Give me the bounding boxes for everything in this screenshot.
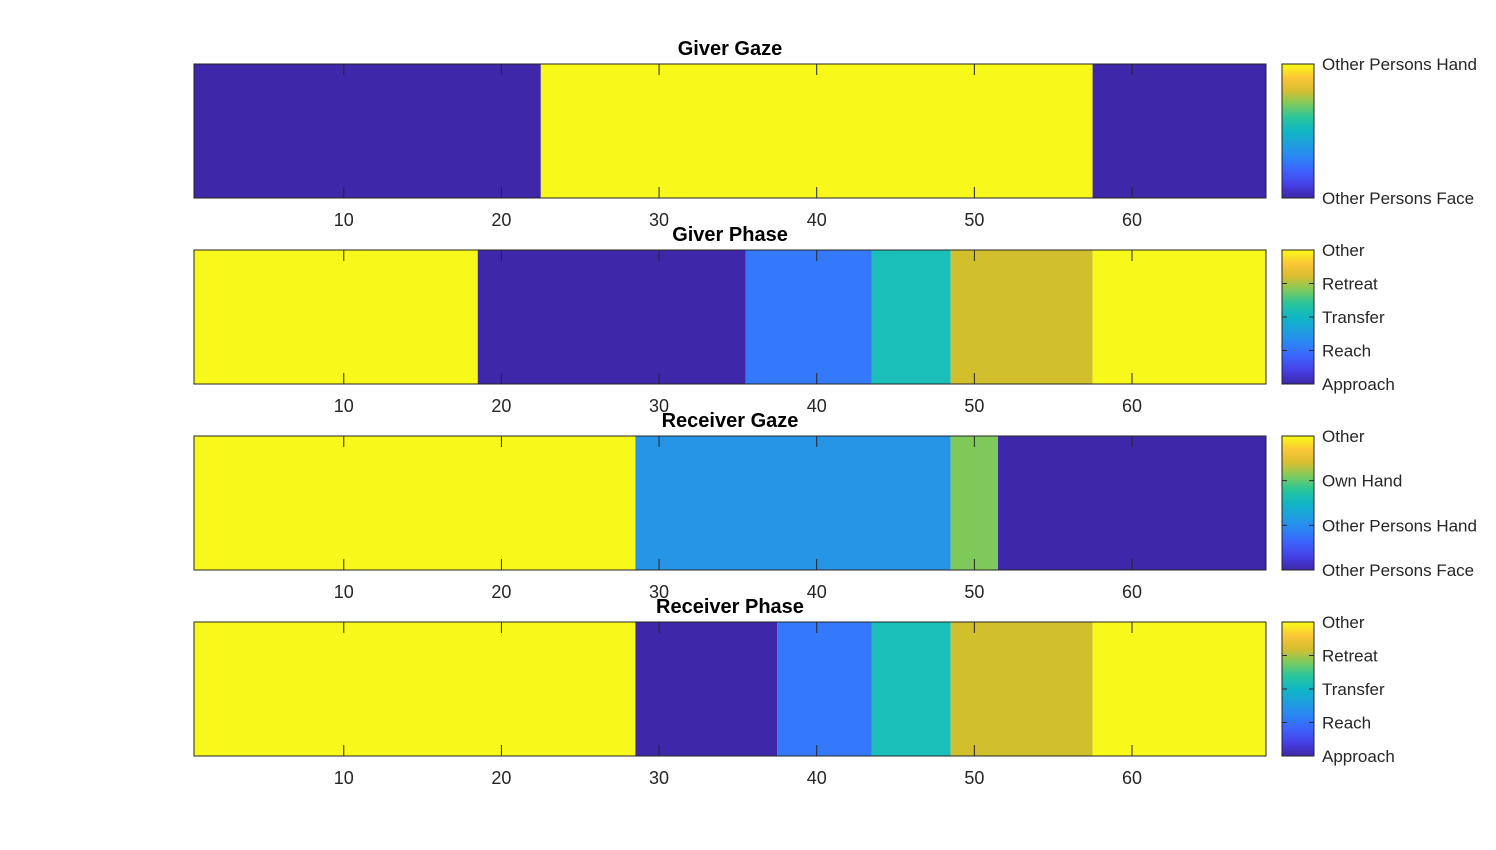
segment-5 <box>950 250 1093 384</box>
subplot-title: Giver Gaze <box>678 38 783 60</box>
segment-2 <box>635 436 951 570</box>
x-tick-label: 40 <box>807 768 827 788</box>
axes-box <box>193 63 1267 199</box>
x-tick-label: 30 <box>649 582 669 602</box>
colorbar-label: Other Persons Hand <box>1322 516 1477 535</box>
segment-2 <box>477 250 746 384</box>
x-tick-label: 60 <box>1122 396 1142 416</box>
colorbar <box>1282 622 1314 756</box>
x-tick-label: 40 <box>807 396 827 416</box>
colorbar-label: Transfer <box>1322 680 1385 699</box>
subplot-title: Receiver Phase <box>656 596 804 618</box>
x-tick-label: 40 <box>807 582 827 602</box>
subplot-3: 10 20 30 40 50 60 Receiver Gaze Other Persons F… <box>193 410 1477 602</box>
colorbar-label: Other <box>1322 427 1365 446</box>
colorbar-label: Other Persons Hand <box>1322 55 1477 74</box>
subplot-title: Receiver Gaze <box>662 410 799 432</box>
x-tick-label: 20 <box>491 210 511 230</box>
segment-3 <box>1092 64 1266 198</box>
segment-2 <box>540 64 1093 198</box>
x-tick-label: 20 <box>491 768 511 788</box>
segment-1 <box>194 622 636 756</box>
colorbar-label: Approach <box>1322 375 1395 394</box>
colorbar-label: Transfer <box>1322 308 1385 327</box>
segment-2 <box>635 622 778 756</box>
x-tick-label: 50 <box>964 582 984 602</box>
axes-box <box>193 249 1267 385</box>
x-tick-label: 50 <box>964 210 984 230</box>
colorbar-label: Reach <box>1322 714 1371 733</box>
colorbar-label: Other Persons Face <box>1322 561 1474 580</box>
subplot-title: Giver Phase <box>672 224 788 246</box>
colorbar-label: Retreat <box>1322 275 1378 294</box>
x-tick-label: 60 <box>1122 768 1142 788</box>
x-tick-label: 50 <box>964 768 984 788</box>
x-tick-label: 30 <box>649 768 669 788</box>
segment-1 <box>194 436 636 570</box>
x-tick-label: 20 <box>491 582 511 602</box>
colorbar-label: Approach <box>1322 747 1395 766</box>
x-tick-label: 60 <box>1122 582 1142 602</box>
colorbar-label: Retreat <box>1322 647 1378 666</box>
segment-4 <box>871 250 951 384</box>
segment-1 <box>194 64 541 198</box>
colorbar-box <box>1281 435 1315 571</box>
x-tick-label: 30 <box>649 396 669 416</box>
x-tick-label: 40 <box>807 210 827 230</box>
colorbar-label: Own Hand <box>1322 472 1402 491</box>
x-tick-label: 20 <box>491 396 511 416</box>
x-tick-label: 10 <box>334 768 354 788</box>
segment-6 <box>1092 250 1266 384</box>
segment-3 <box>745 250 872 384</box>
colorbar <box>1282 64 1314 198</box>
segment-6 <box>1092 622 1266 756</box>
colorbar-label: Other <box>1322 241 1365 260</box>
colorbar <box>1282 436 1314 570</box>
colorbar <box>1282 250 1314 384</box>
axes-box <box>193 621 1267 757</box>
subplot-1: 10 20 30 40 50 60 Giver Gaze Other Persons Face… <box>193 38 1477 230</box>
x-tick-label: 10 <box>334 210 354 230</box>
x-tick-label: 10 <box>334 582 354 602</box>
segment-5 <box>950 622 1093 756</box>
colorbar-label: Other Persons Face <box>1322 189 1474 208</box>
subplot-4: 10 20 30 40 50 60 Receiver Phase Approach Reach T… <box>193 596 1395 788</box>
segment-4 <box>871 622 951 756</box>
segment-1 <box>194 250 478 384</box>
axes-box <box>193 435 1267 571</box>
segment-4 <box>998 436 1266 570</box>
x-tick-label: 30 <box>649 210 669 230</box>
segment-3 <box>777 622 872 756</box>
x-tick-label: 60 <box>1122 210 1142 230</box>
colorbar-label: Reach <box>1322 342 1371 361</box>
x-tick-label: 10 <box>334 396 354 416</box>
subplot-2: 10 20 30 40 50 60 Giver Phase Approach Reach Tran… <box>193 224 1395 416</box>
colorbar-label: Other <box>1322 613 1365 632</box>
x-tick-label: 50 <box>964 396 984 416</box>
segment-3 <box>950 436 998 570</box>
colorbar-box <box>1281 63 1315 199</box>
